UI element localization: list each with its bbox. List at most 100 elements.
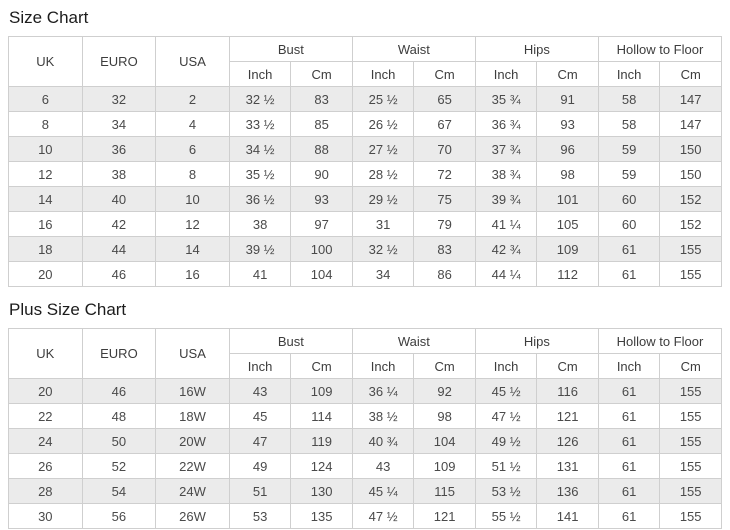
cell: 155 <box>659 478 722 504</box>
header-row-units: Inch Cm Inch Cm Inch Cm Inch Cm <box>9 61 722 87</box>
cell: 25 ½ <box>351 86 415 112</box>
cell: 16W <box>155 378 230 404</box>
cell: 4 <box>155 111 230 137</box>
table-row: 26 52 22W 49 124 43 109 51 ½ 131 61 155 <box>8 453 722 479</box>
header-row-units: Inch Cm Inch Cm Inch Cm Inch Cm <box>9 353 722 379</box>
cell: 45 ½ <box>474 378 538 404</box>
cell: 46 <box>81 261 157 287</box>
cell: 37 ¾ <box>474 136 538 162</box>
cell: 72 <box>413 161 476 187</box>
header-cell-hollow-to-floor: Hollow to Floor <box>597 36 723 62</box>
cell: 155 <box>659 378 722 404</box>
cell: 32 ½ <box>228 86 292 112</box>
cell: 101 <box>536 186 599 212</box>
cell: 22 <box>8 403 83 429</box>
cell: 48 <box>81 403 157 429</box>
cell: 136 <box>536 478 599 504</box>
header-row-groups: UK EURO USA Bust Waist Hips Hollow to Floor <box>8 328 723 379</box>
cell: 98 <box>536 161 599 187</box>
cell: 135 <box>290 503 353 529</box>
cell: 24W <box>155 478 230 504</box>
cell: 45 <box>228 403 292 429</box>
cell: 8 <box>8 111 83 137</box>
cell: 34 ½ <box>228 136 292 162</box>
cell: 61 <box>597 503 661 529</box>
cell: 97 <box>290 211 353 237</box>
cell: 47 ½ <box>474 403 538 429</box>
cell: 98 <box>413 403 476 429</box>
table-row: 18 44 14 39 ½ 100 32 ½ 83 42 ¾ 109 61 155 <box>8 236 722 262</box>
cell: 30 <box>8 503 83 529</box>
cell: 115 <box>413 478 476 504</box>
cell: 67 <box>413 111 476 137</box>
header-cell-bust: Bust <box>228 36 353 62</box>
cell: 79 <box>413 211 476 237</box>
cell: 20 <box>8 261 83 287</box>
cell: 39 ½ <box>228 236 292 262</box>
plus-size-chart-title: Plus Size Chart <box>9 300 127 319</box>
unit-header-hollow-to-floor-inch: Inch <box>597 353 661 379</box>
cell: 109 <box>413 453 476 479</box>
cell: 155 <box>659 261 722 287</box>
cell: 141 <box>536 503 599 529</box>
table-row: 10 36 6 34 ½ 88 27 ½ 70 37 ¾ 96 59 150 <box>8 136 722 162</box>
cell: 28 ½ <box>351 161 415 187</box>
cell: 88 <box>290 136 353 162</box>
header-cell-usa: USA <box>155 36 230 87</box>
cell: 28 <box>8 478 83 504</box>
cell: 51 <box>228 478 292 504</box>
cell: 93 <box>290 186 353 212</box>
cell: 16 <box>155 261 230 287</box>
size-chart-table: UK EURO USA Bust Waist Hips Hollow to Floor Inc… <box>8 36 723 287</box>
cell: 150 <box>659 136 722 162</box>
unit-header-hips-cm: Cm <box>536 353 599 379</box>
cell: 83 <box>413 236 476 262</box>
cell: 109 <box>290 378 353 404</box>
cell: 91 <box>536 86 599 112</box>
cell: 41 <box>228 261 292 287</box>
cell: 40 <box>81 186 157 212</box>
cell: 47 ½ <box>351 503 415 529</box>
cell: 155 <box>659 503 722 529</box>
cell: 50 <box>81 428 157 454</box>
cell: 155 <box>659 236 722 262</box>
cell: 18W <box>155 403 230 429</box>
table-row: 22 48 18W 45 114 38 ½ 98 47 ½ 121 61 155 <box>8 403 722 429</box>
cell: 10 <box>8 136 83 162</box>
cell: 100 <box>290 236 353 262</box>
table-row: 8 34 4 33 ½ 85 26 ½ 67 36 ¾ 93 58 147 <box>8 111 722 137</box>
unit-header-waist-inch: Inch <box>351 353 415 379</box>
cell: 54 <box>81 478 157 504</box>
table-row: 30 56 26W 53 135 47 ½ 121 55 ½ 141 61 155 <box>8 503 722 529</box>
cell: 44 <box>81 236 157 262</box>
cell: 53 <box>228 503 292 529</box>
cell: 58 <box>597 111 661 137</box>
cell: 27 ½ <box>351 136 415 162</box>
unit-header-waist-cm: Cm <box>413 61 476 87</box>
cell: 44 ¼ <box>474 261 538 287</box>
cell: 8 <box>155 161 230 187</box>
unit-header-waist-inch: Inch <box>351 61 415 87</box>
cell: 112 <box>536 261 599 287</box>
unit-header-hips-cm: Cm <box>536 61 599 87</box>
table-row: 20 46 16 41 104 34 86 44 ¼ 112 61 155 <box>8 261 722 287</box>
header-cell-euro: EURO <box>81 36 157 87</box>
cell: 20 <box>8 378 83 404</box>
unit-header-hollow-to-floor-inch: Inch <box>597 61 661 87</box>
cell: 41 ¼ <box>474 211 538 237</box>
cell: 42 <box>81 211 157 237</box>
cell: 104 <box>413 428 476 454</box>
cell: 121 <box>536 403 599 429</box>
cell: 31 <box>351 211 415 237</box>
cell: 155 <box>659 453 722 479</box>
header-row-groups: UK EURO USA Bust Waist Hips Hollow to Floor <box>8 36 723 87</box>
cell: 36 ¼ <box>351 378 415 404</box>
cell: 38 <box>81 161 157 187</box>
cell: 55 ½ <box>474 503 538 529</box>
cell: 38 ¾ <box>474 161 538 187</box>
cell: 131 <box>536 453 599 479</box>
cell: 90 <box>290 161 353 187</box>
cell: 16 <box>8 211 83 237</box>
cell: 114 <box>290 403 353 429</box>
cell: 10 <box>155 186 230 212</box>
